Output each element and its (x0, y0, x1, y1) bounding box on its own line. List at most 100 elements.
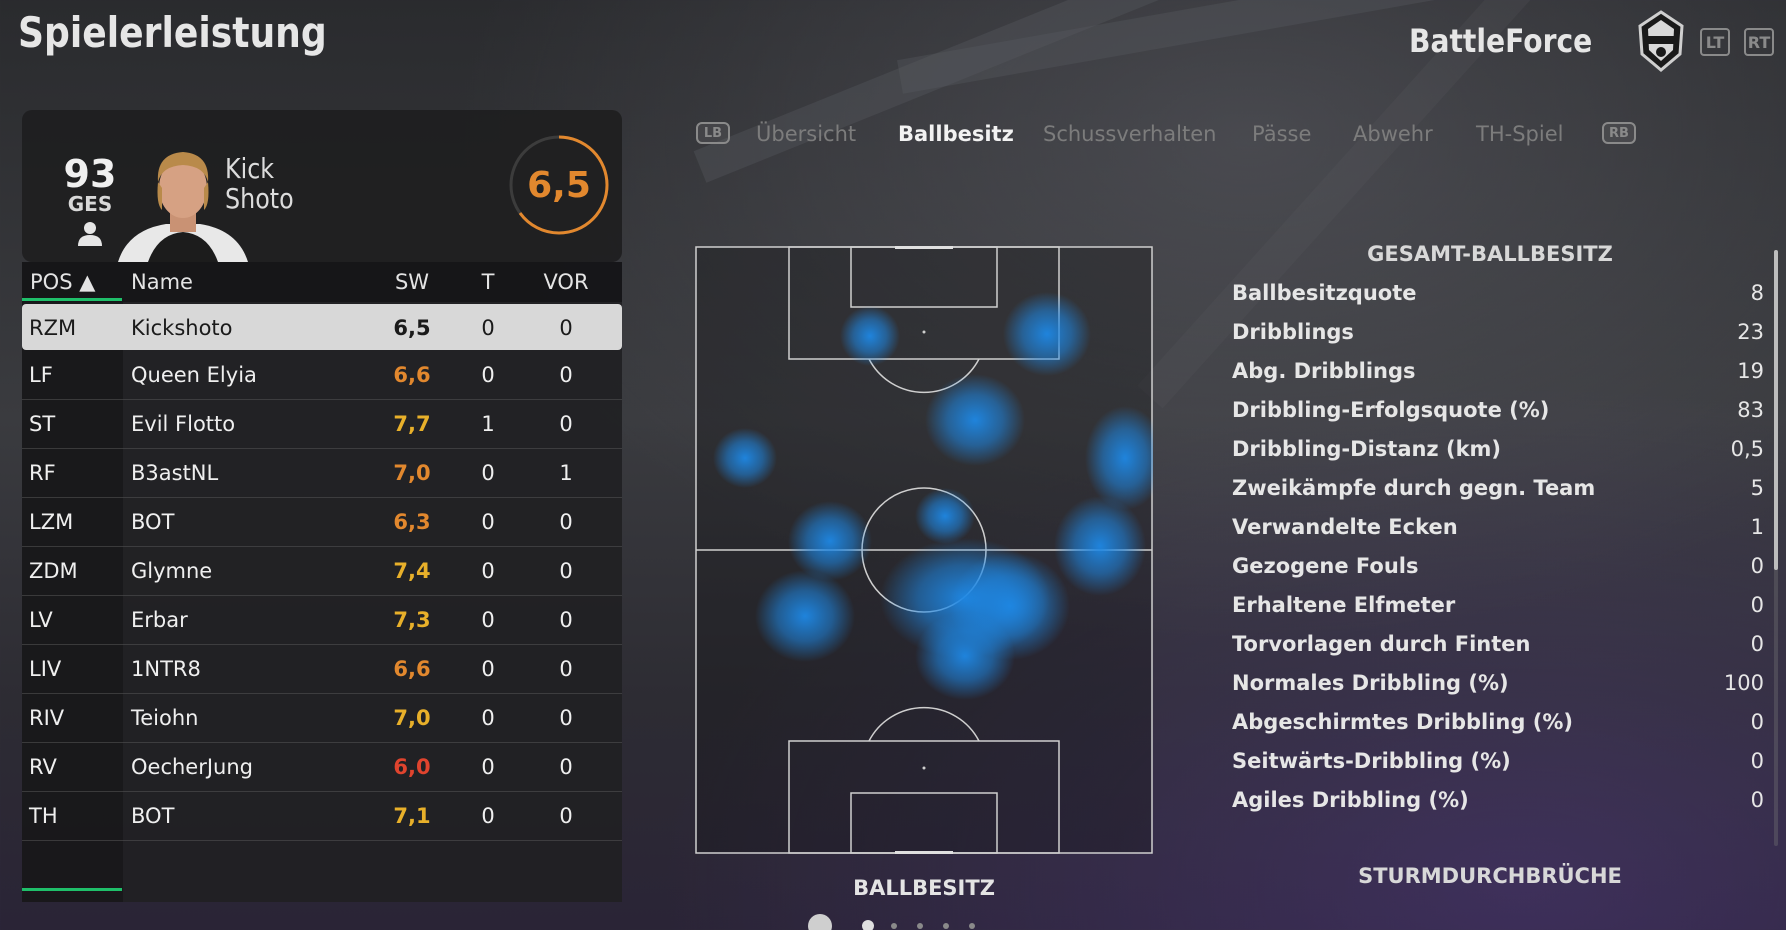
row-assists: 0 (559, 363, 573, 387)
rb-button[interactable]: RB (1602, 122, 1636, 144)
stat-row: Dribbling-Erfolgsquote (%) 83 (1232, 391, 1764, 429)
stat-label: Seitwärts-Dribbling (%) (1232, 749, 1511, 773)
stat-row: Abg. Dribblings 19 (1232, 352, 1764, 390)
row-player-name: Teiohn (131, 706, 199, 730)
stats-scrollbar[interactable] (1774, 250, 1778, 846)
stat-row: Dribbling-Distanz (km) 0,5 (1232, 430, 1764, 468)
tab-abwehr[interactable]: Abwehr (1353, 122, 1433, 146)
row-goals: 0 (481, 657, 495, 681)
team-name: BattleForce (1408, 22, 1592, 60)
lb-button[interactable]: LB (696, 122, 730, 144)
column-header-t[interactable]: T (481, 270, 495, 294)
row-position: LF (29, 363, 53, 387)
row-goals: 1 (481, 412, 495, 436)
row-goals: 0 (481, 804, 495, 828)
row-position: LZM (29, 510, 74, 534)
row-player-name: Erbar (131, 608, 188, 632)
table-row[interactable]: ZDM Glymne 7,4 0 0 (22, 547, 622, 596)
overall-label: GES (67, 192, 113, 216)
stat-value: 0 (1750, 788, 1764, 812)
row-assists: 0 (559, 608, 573, 632)
position-column (22, 302, 123, 902)
tab-schussverhalten[interactable]: Schussverhalten (1043, 122, 1217, 146)
stat-value: 19 (1737, 359, 1764, 383)
row-assists: 0 (559, 412, 573, 436)
stat-label: Abgeschirmtes Dribbling (%) (1232, 710, 1573, 734)
row-assists: 0 (559, 510, 573, 534)
row-rating: 6,6 (393, 363, 431, 387)
tab-paesse[interactable]: Pässe (1252, 122, 1312, 146)
row-player-name: Glymne (131, 559, 213, 583)
row-goals: 0 (481, 706, 495, 730)
column-header-name[interactable]: Name (131, 270, 193, 294)
tab-uebersicht[interactable]: Übersicht (756, 122, 857, 146)
table-row[interactable]: RZM Kickshoto 6,5 0 0 (22, 304, 622, 350)
column-header-pos[interactable]: POS ▲ (30, 270, 96, 294)
stat-value: 5 (1750, 476, 1764, 500)
table-row[interactable]: ST Evil Flotto 7,7 1 0 (22, 400, 622, 449)
stats-scroll-thumb[interactable] (1774, 250, 1778, 570)
row-assists: 0 (559, 559, 573, 583)
carousel-indicator (808, 914, 975, 930)
stat-row: Seitwärts-Dribbling (%) 0 (1232, 742, 1764, 780)
player-table: POS ▲ Name SW T VOR RZM Kickshoto 6,5 0 0 LF Q… (22, 262, 622, 902)
table-row[interactable]: LV Erbar 7,3 0 0 (22, 596, 622, 645)
column-header-sw[interactable]: SW (394, 270, 430, 294)
next-section-title: STURMDURCHBRÜCHE (1358, 864, 1622, 888)
row-assists: 0 (559, 706, 573, 730)
table-row[interactable]: LIV 1NTR8 6,6 0 0 (22, 645, 622, 694)
row-position: ST (29, 412, 56, 436)
tab-th-spiel[interactable]: TH-Spiel (1476, 122, 1564, 146)
row-goals: 0 (481, 755, 495, 779)
stat-row: Ballbesitzquote 8 (1232, 274, 1764, 312)
row-position: LV (29, 608, 53, 632)
row-position: RZM (29, 316, 77, 340)
stat-row: Abgeschirmtes Dribbling (%) 0 (1232, 703, 1764, 741)
stat-label: Zweikämpfe durch gegn. Team (1232, 476, 1596, 500)
row-position: RF (29, 461, 56, 485)
stat-value: 100 (1723, 671, 1764, 695)
stat-row: Normales Dribbling (%) 100 (1232, 664, 1764, 702)
stat-row: Agiles Dribbling (%) 0 (1232, 781, 1764, 819)
row-rating: 6,3 (393, 510, 431, 534)
row-goals: 0 (481, 363, 495, 387)
row-player-name: Kickshoto (131, 316, 233, 340)
table-row[interactable]: RV OecherJung 6,0 0 0 (22, 743, 622, 792)
stat-value: 0 (1750, 749, 1764, 773)
heatmap-blobs (713, 292, 1153, 700)
stat-value: 0 (1750, 593, 1764, 617)
table-row[interactable]: LZM BOT 6,3 0 0 (22, 498, 622, 547)
row-goals: 0 (481, 559, 495, 583)
row-position: LIV (29, 657, 62, 681)
player-card: 93 GES Kick Shoto 6,5 (22, 110, 622, 262)
rt-button[interactable]: RT (1744, 28, 1774, 56)
column-header-vor[interactable]: VOR (543, 270, 589, 294)
table-row[interactable]: RF B3astNL 7,0 0 1 (22, 449, 622, 498)
stat-value: 0,5 (1730, 437, 1764, 461)
heatmap-label: BALLBESITZ (853, 876, 995, 900)
stat-row: Verwandelte Ecken 1 (1232, 508, 1764, 546)
stat-label: Dribblings (1232, 320, 1354, 344)
row-rating: 7,7 (393, 412, 431, 436)
stat-label: Agiles Dribbling (%) (1232, 788, 1469, 812)
overall-rating: 93 (63, 152, 117, 196)
row-position: RV (29, 755, 57, 779)
stat-value: 0 (1750, 710, 1764, 734)
table-row[interactable]: TH BOT 7,1 0 0 (22, 792, 622, 841)
row-assists: 0 (559, 804, 573, 828)
row-assists: 1 (559, 461, 573, 485)
possession-heatmap (695, 246, 1153, 854)
row-position: TH (29, 804, 58, 828)
tab-ballbesitz[interactable]: Ballbesitz (898, 122, 1014, 146)
stat-label: Abg. Dribblings (1232, 359, 1416, 383)
stat-label: Dribbling-Distanz (km) (1232, 437, 1502, 461)
table-row[interactable]: RIV Teiohn 7,0 0 0 (22, 694, 622, 743)
lt-button[interactable]: LT (1700, 28, 1730, 56)
row-goals: 0 (481, 461, 495, 485)
table-footer-accent (22, 888, 122, 891)
row-rating: 6,0 (393, 755, 431, 779)
row-rating: 7,0 (393, 461, 431, 485)
table-row[interactable]: LF Queen Elyia 6,6 0 0 (22, 351, 622, 400)
stat-label: Verwandelte Ecken (1232, 515, 1458, 539)
row-rating: 7,3 (393, 608, 431, 632)
